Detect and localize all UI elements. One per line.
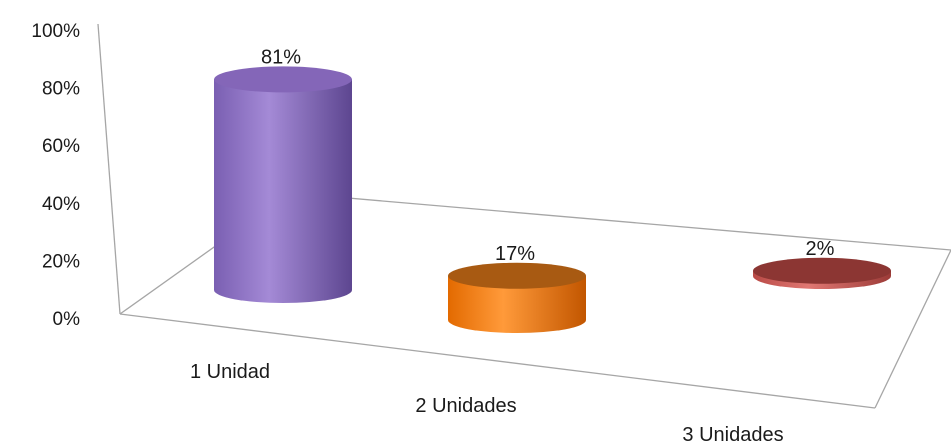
category-label: 3 Unidades	[682, 424, 783, 446]
data-labels: 81% 17% 2%	[261, 46, 835, 264]
cylinder-body	[448, 275, 586, 333]
cylinder-series	[214, 66, 891, 333]
cylinder-bar	[448, 262, 586, 333]
y-tick-label: 60%	[42, 136, 80, 157]
y-tick-label: 20%	[42, 251, 80, 272]
x-axis-categories: 1 Unidad 2 Unidades 3 Unidades	[190, 361, 784, 446]
data-label: 2%	[806, 238, 835, 260]
cylinder-bar	[214, 66, 352, 304]
y-axis-ticks: 0% 20% 40% 60% 80% 100%	[31, 21, 80, 330]
chart-frame	[97, 23, 951, 409]
y-tick-label: 80%	[42, 79, 80, 100]
data-label: 81%	[261, 46, 301, 68]
cylinder-top	[753, 257, 891, 284]
cylinder-top	[448, 262, 586, 289]
category-label: 2 Unidades	[415, 395, 516, 417]
cylinder-top	[214, 66, 352, 93]
cylinder-body	[214, 79, 352, 304]
cylinder-bar	[753, 257, 891, 289]
y-tick-label: 0%	[53, 309, 81, 330]
y-tick-label: 40%	[42, 194, 80, 215]
data-label: 17%	[495, 243, 535, 265]
category-label: 1 Unidad	[190, 361, 270, 383]
y-tick-label: 100%	[31, 21, 80, 42]
